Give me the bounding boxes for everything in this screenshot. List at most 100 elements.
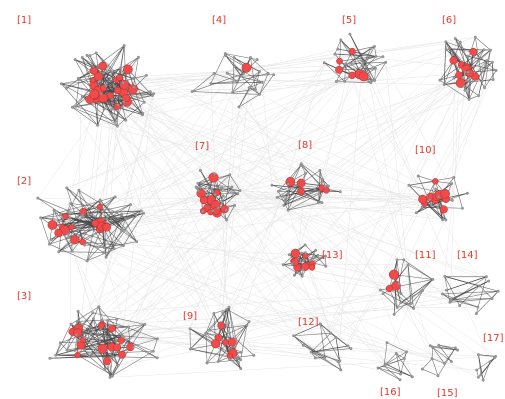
edge <box>104 241 137 248</box>
node <box>451 53 455 57</box>
highlighted-node <box>285 176 296 187</box>
highlighted-node <box>68 224 75 231</box>
node <box>80 95 84 99</box>
node <box>212 311 216 315</box>
highlighted-node <box>113 86 122 95</box>
node <box>225 218 229 222</box>
node <box>216 360 220 363</box>
node <box>85 259 89 263</box>
edge <box>92 312 145 325</box>
node <box>369 46 373 50</box>
node <box>208 328 212 332</box>
background-edge <box>301 191 451 300</box>
edge <box>238 94 260 108</box>
node <box>420 205 424 209</box>
node <box>382 364 386 368</box>
background-edge <box>363 36 476 77</box>
background-edge <box>105 41 461 86</box>
node <box>402 357 406 361</box>
edge <box>468 95 479 100</box>
edge <box>383 342 388 366</box>
background-edge <box>66 56 383 189</box>
highlighted-node <box>440 189 450 199</box>
background-edge <box>211 81 345 189</box>
highlighted-node <box>388 269 399 280</box>
edge <box>475 36 491 51</box>
edge <box>389 288 414 309</box>
node <box>245 323 249 327</box>
edge <box>103 210 142 253</box>
node <box>437 343 441 347</box>
cluster-label-2: [2] <box>17 176 31 187</box>
edge <box>478 354 496 357</box>
edge <box>112 350 154 376</box>
node <box>239 350 243 354</box>
edge <box>82 57 143 114</box>
edge <box>77 354 113 376</box>
edge <box>283 264 303 277</box>
edge <box>55 354 90 357</box>
node <box>384 362 388 366</box>
node <box>123 217 127 220</box>
background-edge <box>98 91 235 206</box>
node <box>211 209 215 213</box>
highlighted-node <box>348 71 356 80</box>
node <box>374 54 378 58</box>
node <box>101 250 105 254</box>
node <box>339 38 343 42</box>
node <box>314 248 318 252</box>
cluster-label-16: [16] <box>380 387 401 398</box>
edge <box>439 64 462 81</box>
edge <box>293 335 317 354</box>
background-edge <box>98 93 154 307</box>
node <box>242 72 246 76</box>
edge <box>449 298 493 303</box>
node <box>431 345 435 349</box>
node <box>463 70 467 74</box>
node <box>412 306 416 310</box>
edge <box>424 202 447 221</box>
node <box>110 70 114 74</box>
edge <box>86 245 124 262</box>
node <box>39 216 43 220</box>
node <box>47 242 51 246</box>
background-edge <box>340 191 413 377</box>
edge <box>234 66 244 74</box>
edge <box>84 324 145 351</box>
edge <box>206 359 241 364</box>
background-edge <box>89 55 437 197</box>
background-edge <box>126 101 444 210</box>
edge <box>283 189 327 206</box>
highlighted-node <box>108 324 116 333</box>
node <box>292 334 296 338</box>
node <box>58 341 62 345</box>
node <box>474 312 478 316</box>
edge <box>438 345 452 362</box>
node <box>120 105 124 109</box>
node <box>452 76 456 80</box>
highlighted-node <box>97 343 108 354</box>
node <box>120 334 124 338</box>
edge <box>311 345 349 353</box>
node <box>225 307 229 311</box>
node <box>343 79 347 83</box>
node <box>120 227 124 230</box>
background-edge <box>445 87 485 199</box>
background-edge <box>232 65 367 93</box>
node <box>462 84 466 88</box>
edge <box>197 183 241 191</box>
cluster-label-12: [12] <box>298 317 319 328</box>
background-edge <box>213 177 489 282</box>
background-edge <box>232 92 445 364</box>
node <box>100 318 104 322</box>
edge <box>293 332 331 337</box>
highlighted-node <box>98 61 107 71</box>
node <box>75 320 79 323</box>
node <box>104 84 108 88</box>
edge <box>476 357 495 371</box>
background-edge <box>238 106 478 308</box>
node <box>373 79 377 82</box>
node <box>465 54 469 58</box>
highlighted-node <box>118 350 126 359</box>
node <box>496 289 500 293</box>
